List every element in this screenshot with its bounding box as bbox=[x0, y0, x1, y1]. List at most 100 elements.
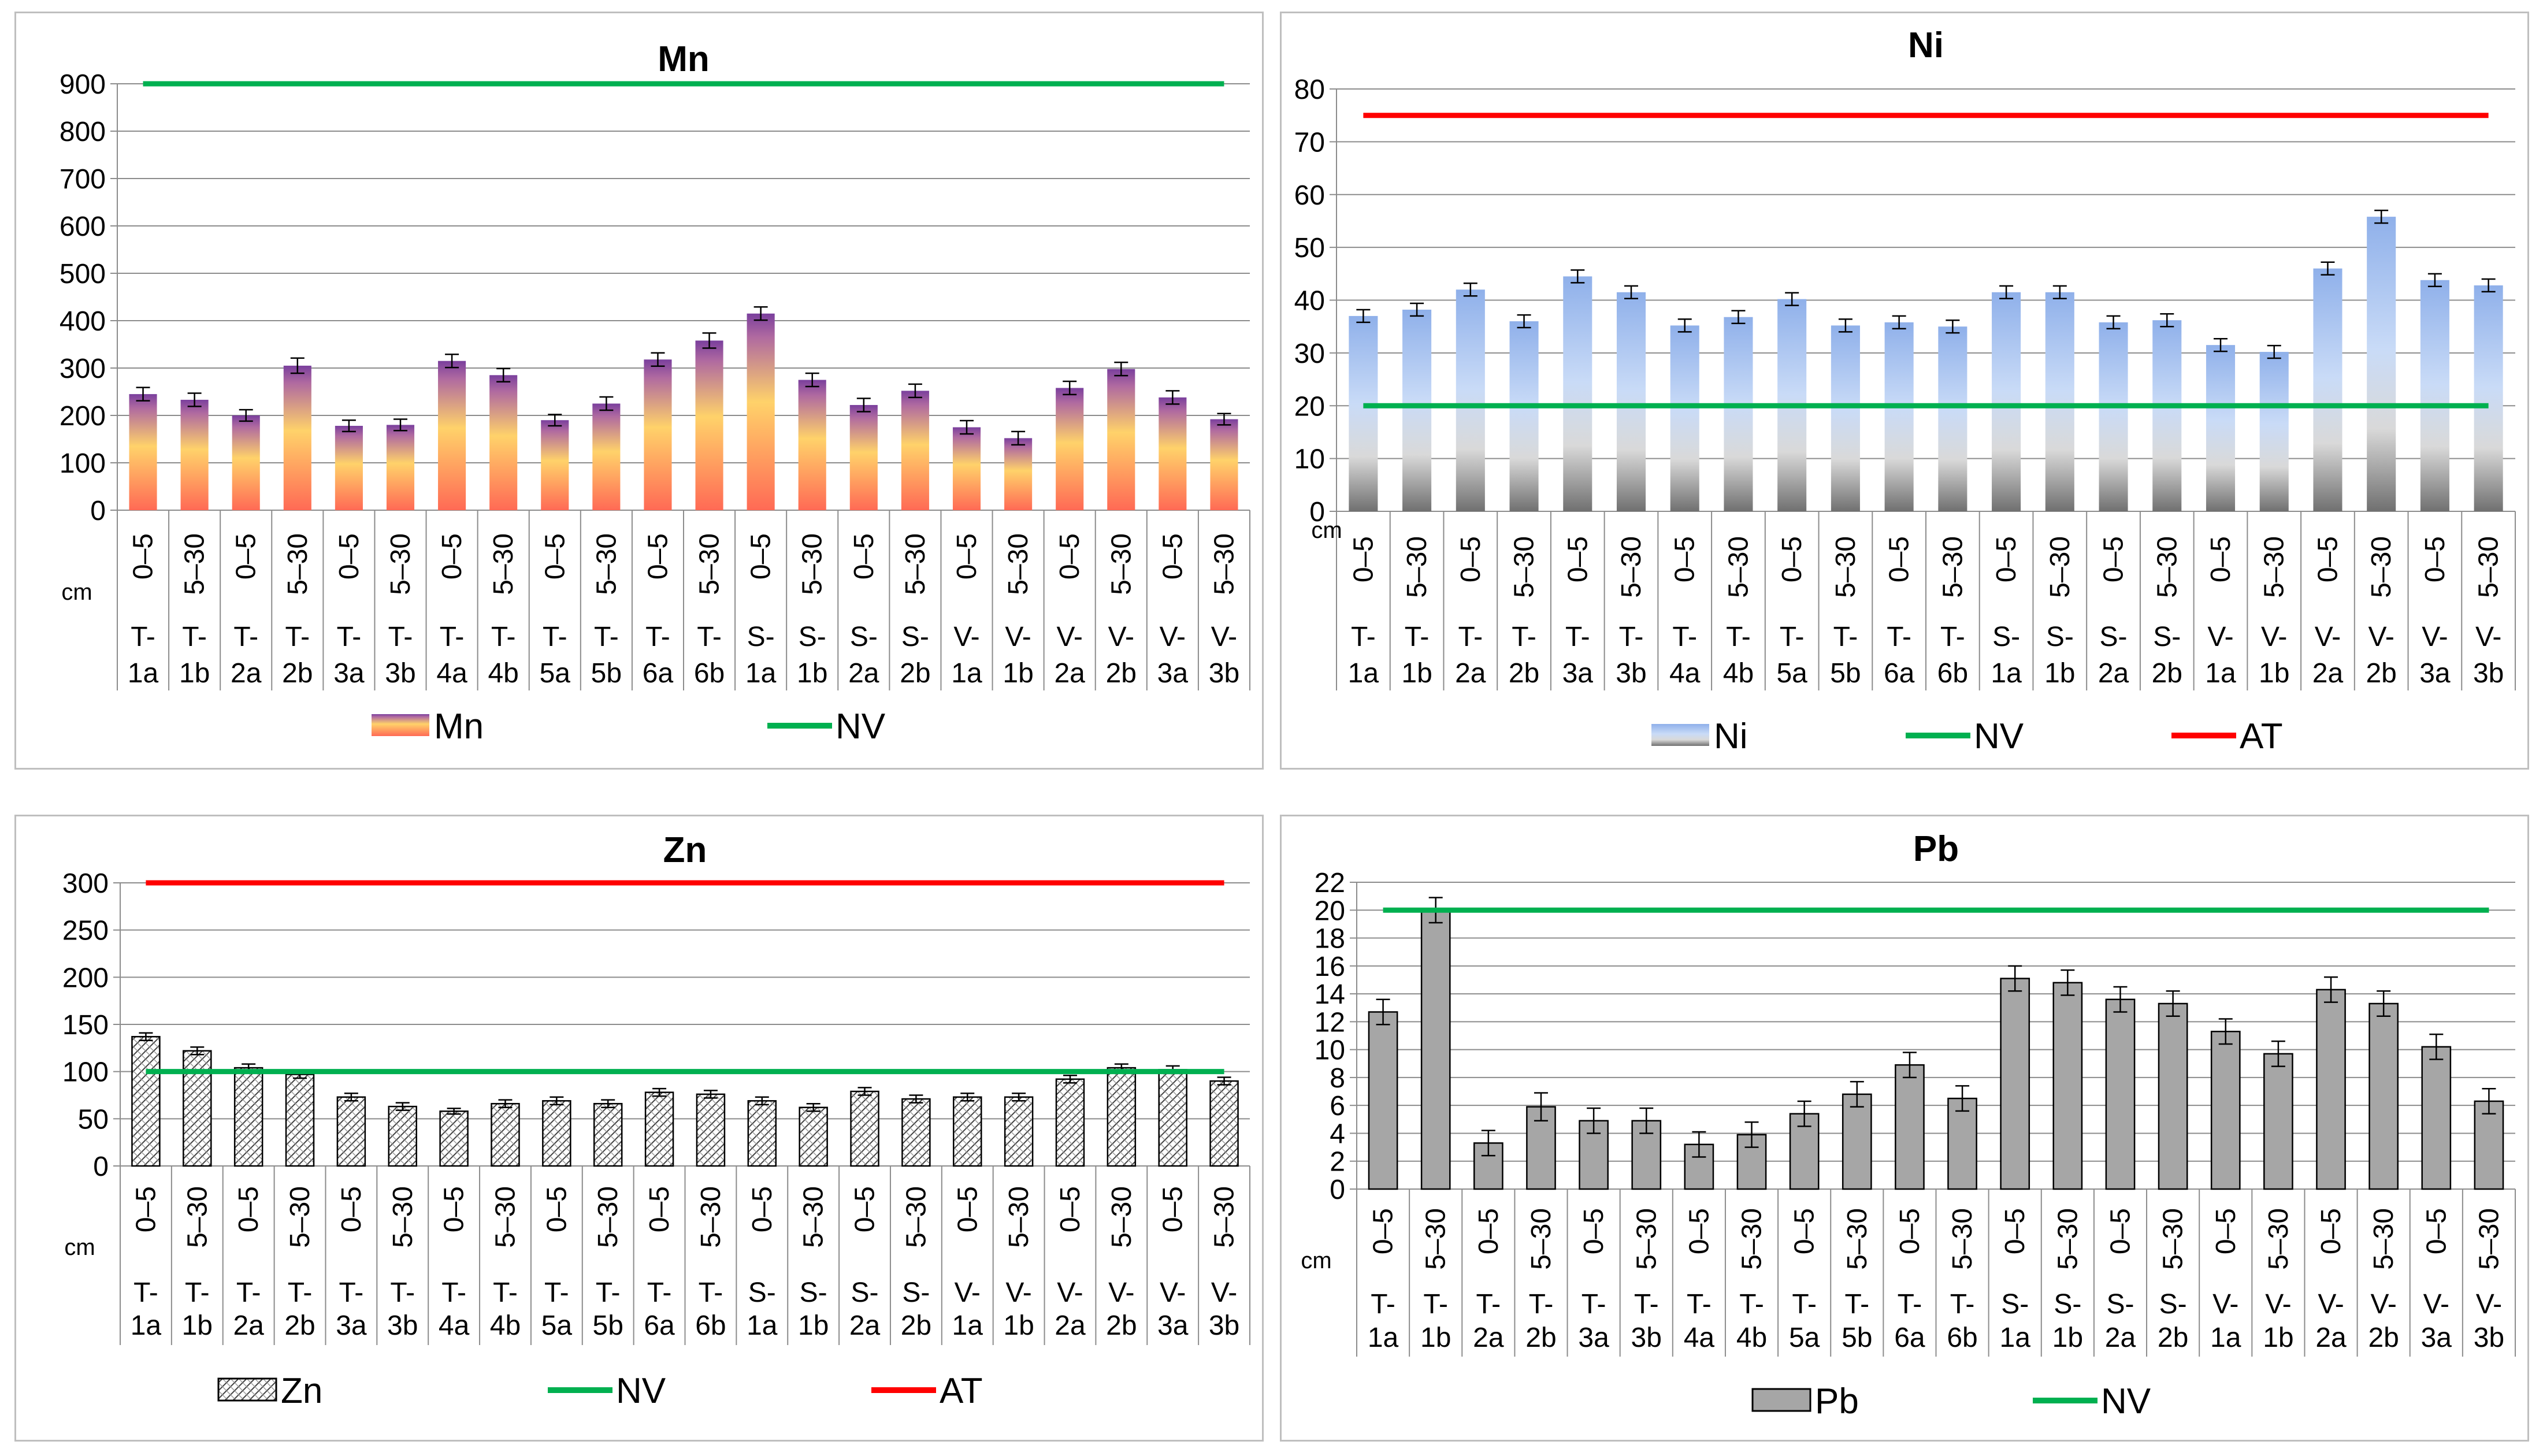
y-tick-label: 300 bbox=[62, 868, 109, 899]
y-tick-label: 10 bbox=[1315, 1035, 1345, 1066]
site-label-prefix: T- bbox=[1687, 1289, 1712, 1320]
site-label-prefix: T- bbox=[1887, 622, 1911, 652]
bar-mn-15 bbox=[901, 391, 929, 510]
depth-label: 0–5 bbox=[952, 1186, 983, 1232]
depth-label: 5–30 bbox=[2259, 536, 2290, 598]
site-label-id: 1a bbox=[1991, 658, 2022, 689]
bar-ni-6 bbox=[1670, 325, 1699, 511]
y-tick-label: 250 bbox=[62, 916, 109, 946]
bar-ni-21 bbox=[2474, 285, 2503, 511]
site-label-id: 1b bbox=[2052, 1323, 2083, 1353]
depth-label: 0–5 bbox=[2105, 1208, 2136, 1254]
bar-zn-0 bbox=[131, 1035, 161, 1167]
site-label-prefix: V- bbox=[2265, 1289, 2291, 1320]
depth-label: 5–30 bbox=[1947, 1208, 1978, 1270]
depth-label: 0–5 bbox=[1158, 1186, 1189, 1232]
site-label-prefix: S- bbox=[2100, 622, 2128, 652]
site-label-id: 3a bbox=[2419, 658, 2451, 689]
site-label-prefix: T- bbox=[594, 622, 619, 652]
site-label-id: 3a bbox=[336, 1310, 367, 1341]
bar-zn-12 bbox=[747, 1100, 777, 1167]
depth-label: 0–5 bbox=[1473, 1208, 1504, 1254]
site-label-prefix: V- bbox=[1160, 1277, 1186, 1308]
site-label-prefix: T- bbox=[236, 1277, 261, 1308]
y-tick-label: 100 bbox=[62, 1057, 109, 1088]
y-tick-label: 70 bbox=[1294, 127, 1325, 158]
site-label-id: 1b bbox=[1401, 658, 1432, 689]
site-label-prefix: T- bbox=[647, 1277, 672, 1308]
depth-label: 0–5 bbox=[439, 1186, 470, 1232]
site-label-id: 5b bbox=[593, 1310, 623, 1341]
depth-label: 5–30 bbox=[180, 533, 210, 595]
site-label-id: 2a bbox=[231, 658, 262, 689]
site-label-id: 2b bbox=[2158, 1323, 2188, 1353]
y-tick-label: 22 bbox=[1315, 868, 1345, 898]
site-label-prefix: T- bbox=[1371, 1289, 1395, 1320]
depth-label: 5–30 bbox=[901, 1186, 931, 1248]
site-label-prefix: V- bbox=[2315, 622, 2341, 652]
bar-zn-5 bbox=[388, 1105, 417, 1167]
bar-pb-13 bbox=[2052, 982, 2083, 1190]
bar-pb-1 bbox=[1420, 909, 1451, 1190]
bar-ni-4 bbox=[1563, 276, 1592, 511]
site-label-id: 1a bbox=[128, 658, 159, 689]
depth-label: 0–5 bbox=[2420, 536, 2451, 582]
site-label-id: 1b bbox=[1003, 1310, 1034, 1341]
depth-label: 5–30 bbox=[1616, 536, 1647, 598]
y-tick-label: 80 bbox=[1294, 75, 1325, 105]
bar-ni-3 bbox=[1509, 321, 1539, 511]
depth-label: 0–5 bbox=[850, 1186, 881, 1232]
chart-title-mn: Mn bbox=[658, 39, 710, 79]
legend-label-at: AT bbox=[2240, 716, 2283, 756]
depth-label: 0–5 bbox=[233, 1186, 264, 1232]
site-label-id: 1a bbox=[1348, 658, 1379, 689]
site-label-id: 1a bbox=[2205, 658, 2236, 689]
y-tick-label: 2 bbox=[1330, 1147, 1345, 1178]
depth-label: 0–5 bbox=[644, 1186, 675, 1232]
legend-swatch-mn bbox=[372, 714, 429, 736]
chart-panel-zn: Zn 0 50 100 150 200 250 300 0–5 5–30 0–5 5–30 0–5 5–3… bbox=[14, 815, 1264, 1442]
site-label-id: 4b bbox=[1723, 658, 1754, 689]
site-label-id: 6a bbox=[1894, 1323, 1925, 1353]
bar-mn-3 bbox=[283, 365, 311, 510]
site-label-prefix: V- bbox=[2261, 622, 2287, 652]
site-label-prefix: V- bbox=[1005, 1277, 1031, 1308]
depth-label: 5–30 bbox=[2474, 536, 2504, 598]
depth-label: 0–5 bbox=[2421, 1208, 2452, 1254]
site-label-prefix: T- bbox=[390, 1277, 415, 1308]
site-label-prefix: S- bbox=[850, 622, 878, 652]
bar-zn-14 bbox=[850, 1090, 879, 1167]
depth-label: 0–5 bbox=[2312, 536, 2343, 582]
site-label-prefix: T- bbox=[699, 1277, 723, 1308]
legend-label-nv: NV bbox=[2101, 1381, 2151, 1421]
site-label-prefix: V- bbox=[1057, 622, 1083, 652]
site-label-prefix: T- bbox=[1940, 622, 1965, 652]
bar-zn-6 bbox=[439, 1110, 469, 1167]
chart-zn: Zn 0 50 100 150 200 250 300 0–5 5–30 0–5 5–30 0–5 5–3… bbox=[62, 830, 1250, 1411]
site-label-id: 3a bbox=[333, 658, 365, 689]
site-label-prefix: S- bbox=[2001, 1289, 2029, 1320]
site-label-id: 2a bbox=[1455, 658, 1486, 689]
site-label-prefix: V- bbox=[2207, 622, 2233, 652]
site-label-prefix: S- bbox=[2159, 1289, 2187, 1320]
depth-label: 5–30 bbox=[1509, 536, 1540, 598]
depth-label: 0–5 bbox=[1991, 536, 2022, 582]
bar-zn-15 bbox=[901, 1098, 931, 1167]
site-label-prefix: T- bbox=[1565, 622, 1590, 652]
site-label-id: 1a bbox=[2000, 1323, 2031, 1353]
site-label-id: 2b bbox=[2368, 1323, 2399, 1353]
depth-label: 5–30 bbox=[2045, 536, 2076, 598]
depth-label: 5–30 bbox=[1004, 1186, 1034, 1248]
bar-mn-13 bbox=[798, 380, 826, 510]
bar-mn-16 bbox=[952, 427, 981, 510]
depth-label: 5–30 bbox=[2263, 1208, 2294, 1270]
site-label-id: 6b bbox=[1937, 658, 1968, 689]
depth-label: 0–5 bbox=[1157, 533, 1188, 580]
site-label-id: 2b bbox=[1106, 658, 1137, 689]
chart-title-zn: Zn bbox=[663, 830, 707, 870]
y-tick-label: 700 bbox=[60, 164, 106, 195]
bar-mn-14 bbox=[849, 404, 878, 510]
bar-pb-12 bbox=[2000, 978, 2030, 1190]
site-label-id: 3b bbox=[1616, 658, 1646, 689]
